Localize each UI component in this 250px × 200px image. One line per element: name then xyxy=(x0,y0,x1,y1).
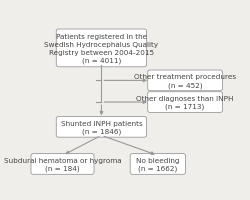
FancyBboxPatch shape xyxy=(56,30,146,67)
Text: Patients registered in the
Swedish Hydrocephalus Quality
Registry between 2004-2: Patients registered in the Swedish Hydro… xyxy=(44,34,158,63)
Text: Subdural hematoma or hygroma
(n = 184): Subdural hematoma or hygroma (n = 184) xyxy=(4,157,121,171)
FancyBboxPatch shape xyxy=(130,154,185,174)
FancyBboxPatch shape xyxy=(147,71,222,91)
Text: Shunted INPH patients
(n = 1846): Shunted INPH patients (n = 1846) xyxy=(60,120,142,134)
Text: No bleeding
(n = 1662): No bleeding (n = 1662) xyxy=(136,157,179,171)
FancyBboxPatch shape xyxy=(147,92,222,113)
Text: Other diagnoses than INPH
(n = 1713): Other diagnoses than INPH (n = 1713) xyxy=(136,95,233,110)
FancyBboxPatch shape xyxy=(56,117,146,137)
FancyBboxPatch shape xyxy=(31,154,94,174)
Text: Other treatment procedures
(n = 452): Other treatment procedures (n = 452) xyxy=(134,74,235,88)
